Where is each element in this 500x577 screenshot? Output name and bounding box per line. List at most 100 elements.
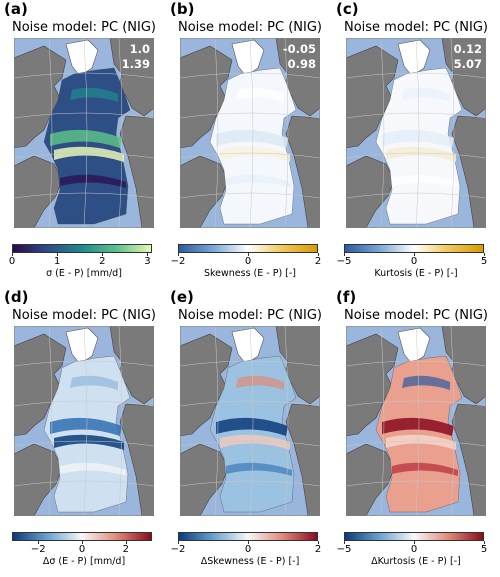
ocean-band xyxy=(402,375,450,390)
colorbar-tick-mark xyxy=(318,541,319,544)
colorbar-tick-label: 2 xyxy=(314,256,322,267)
colorbar xyxy=(344,244,484,253)
colorbar-label: ΔSkewness (E - P) [-] xyxy=(200,556,300,567)
panel-letter: (e) xyxy=(170,288,194,306)
greenland-land xyxy=(397,39,431,77)
ocean-band xyxy=(236,87,284,102)
ocean-band xyxy=(226,462,292,476)
panel-e: (e) Noise model: PC (NIG) ΔSkewness (E -… xyxy=(170,288,330,573)
map-frame xyxy=(346,326,486,516)
ocean-band xyxy=(216,129,288,148)
latitude-gridline xyxy=(180,360,320,367)
colorbar-tick-mark xyxy=(414,253,415,256)
ocean-band xyxy=(226,174,292,188)
colorbar-tick-label: 2 xyxy=(122,544,129,555)
ocean-band xyxy=(50,129,122,148)
longitude-gridline xyxy=(380,38,385,228)
colorbar-tick-label: 3 xyxy=(144,256,151,267)
colorbar-tick-mark xyxy=(178,253,179,256)
latitude-gridline xyxy=(346,400,486,407)
colorbar-tick-mark xyxy=(484,253,485,256)
spread-stat: 5.07 xyxy=(453,57,482,71)
latitude-gridline xyxy=(14,72,154,79)
colorbar-tick-label: 0 xyxy=(8,256,16,267)
latitude-gridline xyxy=(346,72,486,79)
colorbar-label: ΔKurtosis (E - P) [-] xyxy=(371,556,461,567)
ocean-band xyxy=(220,434,290,450)
longitude-gridline xyxy=(450,326,455,516)
latitude-gridline xyxy=(180,112,320,119)
map xyxy=(14,38,154,228)
ocean-band xyxy=(220,146,290,162)
greenland-land xyxy=(231,327,265,365)
longitude-gridline xyxy=(214,326,219,516)
colorbar-tick-mark xyxy=(82,541,83,544)
latitude-gridline xyxy=(14,192,154,199)
europe-land xyxy=(441,326,486,405)
longitude-gridline xyxy=(83,326,88,516)
colorbar-tick-mark xyxy=(414,541,415,544)
panel-c: (c) Noise model: PC (NIG) 0.12 5.07 Kurt… xyxy=(336,0,496,285)
colorbar-tick-label: 0 xyxy=(410,256,418,267)
latitude-gridline xyxy=(346,480,486,487)
colorbar-tick-label: 0 xyxy=(244,256,252,267)
panel-title: Noise model: PC (NIG) xyxy=(343,308,488,323)
longitude-gridline xyxy=(83,38,88,228)
south-america-land xyxy=(14,443,63,516)
ocean-band xyxy=(70,87,118,102)
panel-letter: (f) xyxy=(336,288,357,306)
map-frame xyxy=(180,326,320,516)
ocean-band xyxy=(402,87,450,102)
longitude-gridline xyxy=(284,326,289,516)
colorbar xyxy=(178,532,318,541)
map xyxy=(346,326,486,516)
africa-land xyxy=(285,403,320,516)
europe-land xyxy=(109,38,154,117)
latitude-gridline xyxy=(346,440,486,447)
longitude-gridline xyxy=(284,38,289,228)
latitude-gridline xyxy=(346,112,486,119)
mean-stat: 0.12 xyxy=(453,42,482,56)
latitude-gridline xyxy=(180,480,320,487)
south-america-land xyxy=(14,155,63,228)
map xyxy=(180,38,320,228)
europe-land xyxy=(275,38,320,117)
south-america-land xyxy=(180,443,229,516)
colorbar xyxy=(12,532,152,541)
latitude-gridline xyxy=(180,152,320,159)
longitude-gridline xyxy=(118,326,123,516)
colorbar-tick-mark xyxy=(344,541,345,544)
greenland-land xyxy=(65,327,99,365)
longitude-gridline xyxy=(249,326,254,516)
colorbar-label: Δσ (E - P) [mm/d] xyxy=(42,556,126,567)
map-frame xyxy=(14,326,154,516)
longitude-gridline xyxy=(48,38,53,228)
greenland-land xyxy=(231,39,265,77)
ocean-band xyxy=(382,129,454,148)
longitude-gridline xyxy=(415,326,420,516)
longitude-gridline xyxy=(214,38,219,228)
map xyxy=(14,326,154,516)
latitude-gridline xyxy=(180,400,320,407)
longitude-gridline xyxy=(118,38,123,228)
ocean-band xyxy=(54,146,124,162)
colorbar-tick-label: −5 xyxy=(336,256,352,267)
colorbar-tick-mark xyxy=(102,253,104,256)
ocean-band xyxy=(54,434,124,450)
map-frame xyxy=(180,38,320,228)
map-frame xyxy=(14,38,154,228)
latitude-gridline xyxy=(346,192,486,199)
ocean-band xyxy=(392,462,458,476)
map xyxy=(346,38,486,228)
colorbar-label: Skewness (E - P) [-] xyxy=(203,268,297,279)
colorbar-tick-mark xyxy=(178,541,179,544)
colorbar-tick-label: 5 xyxy=(480,256,488,267)
panel-letter: (a) xyxy=(4,0,28,18)
panel-letter: (b) xyxy=(170,0,195,18)
greenland-land xyxy=(397,327,431,365)
colorbar-tick-mark xyxy=(248,253,249,256)
panel-title: Noise model: PC (NIG) xyxy=(11,20,156,35)
colorbar xyxy=(178,244,318,253)
colorbar-tick-label: 5 xyxy=(480,544,488,555)
europe-land xyxy=(109,326,154,405)
